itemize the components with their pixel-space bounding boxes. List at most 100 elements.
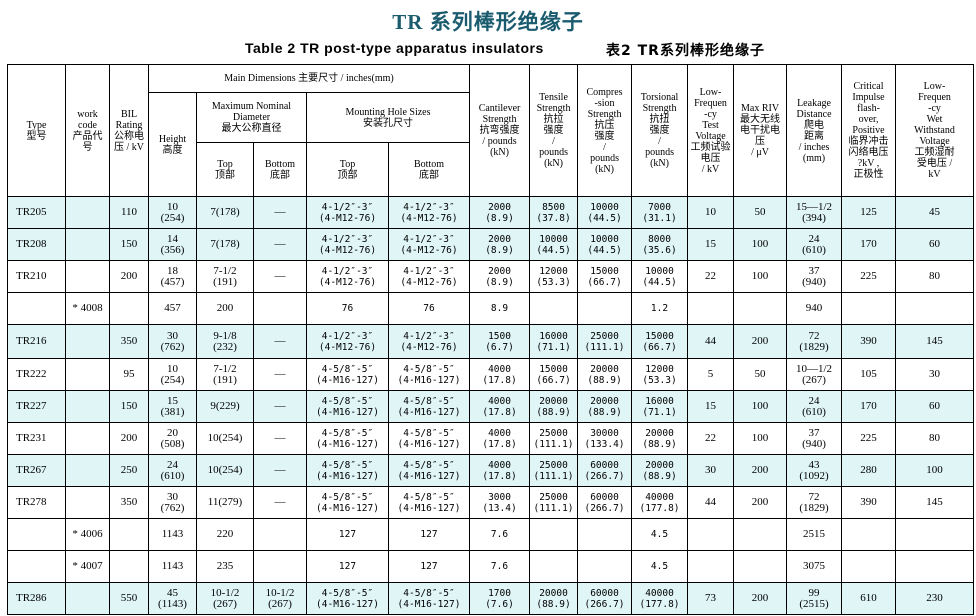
cell-height: 15 (381) [148, 390, 197, 423]
cell-mounting-bottom: 76 [387, 292, 471, 325]
cell-cantilever-strength: 1700 (7.6) [469, 582, 531, 615]
cell-diameter-bottom: — [253, 454, 307, 487]
document-title: TR 系列棒形绝缘子 [392, 10, 584, 34]
cell-tensile-strength: 12000 (53.3) [529, 260, 579, 293]
cell-diameter-bottom: — [253, 324, 307, 359]
cell-mounting-bottom: 4-5/8″-5″ (4-M16-127) [387, 390, 471, 423]
cell-cantilever-strength: 2000 (8.9) [469, 228, 531, 261]
cell-cantilever-strength: 4000 (17.8) [469, 454, 531, 487]
cell-compression-strength: 60000 (266.7) [577, 486, 633, 519]
cell-compression-strength [577, 518, 633, 551]
cell-diameter-top: 7(178) [196, 228, 254, 261]
cell-critical-impulse: 390 [841, 324, 897, 359]
cell-critical-impulse: 225 [841, 260, 897, 293]
cell-leakage-distance: 15—1/2 (394) [786, 196, 843, 229]
cell-height: 30 (762) [148, 324, 197, 359]
cell-low-frequency-wet-voltage [895, 292, 975, 325]
cell-leakage-distance: 10—1/2 (267) [786, 358, 843, 391]
cell-mounting-top: 76 [306, 292, 389, 325]
table-row: TR227 150 15 (381) 9(229) —4-5/8″-5″ (4-M16-… [7, 390, 975, 423]
cell-type: TR267 [7, 454, 66, 487]
cell-torsional-strength: 10000 (44.5) [631, 260, 689, 293]
cell-torsional-strength: 8000 (35.6) [631, 228, 689, 261]
cell-low-frequency-wet-voltage: 30 [895, 358, 975, 391]
cell-type: TR286 [7, 582, 66, 615]
cell-critical-impulse: 170 [841, 228, 897, 261]
cell-tensile-strength [529, 550, 579, 583]
cell-diameter-top: 7-1/2 (191) [196, 260, 254, 293]
cell-work-code [65, 454, 110, 487]
cell-mounting-top: 4-1/2″-3″ (4-M12-76) [306, 324, 389, 359]
cell-torsional-strength: 4.5 [631, 550, 689, 583]
cell-bil-rating: 200 [109, 422, 149, 455]
cell-leakage-distance: 24 (610) [786, 390, 843, 423]
cell-low-frequency-test-voltage: 44 [687, 486, 735, 519]
cell-height: 30 (762) [148, 486, 197, 519]
cell-critical-impulse: 170 [841, 390, 897, 423]
cell-low-frequency-test-voltage [687, 550, 735, 583]
cell-compression-strength [577, 292, 633, 325]
cell-low-frequency-test-voltage: 10 [687, 196, 735, 229]
cell-bil-rating: 350 [109, 486, 149, 519]
cell-work-code [65, 260, 110, 293]
cell-diameter-top: 235 [196, 550, 254, 583]
table-row: * 4008 457 200 76 76 8.9 1.2 940 [7, 292, 975, 325]
cell-low-frequency-test-voltage: 22 [687, 260, 735, 293]
cell-cantilever-strength: 2000 (8.9) [469, 260, 531, 293]
header-max-riv: Max RIV 最大无线 电干扰电 压 / μV [733, 64, 788, 197]
cell-max-riv: 200 [733, 582, 788, 615]
cell-max-riv [733, 518, 788, 551]
cell-torsional-strength: 40000 (177.8) [631, 486, 689, 519]
cell-tensile-strength: 20000 (88.9) [529, 582, 579, 615]
header-low-frequency-test-voltage: Low- Frequen -cy Test Voltage 工频试验 电压 / … [687, 64, 735, 197]
cell-cantilever-strength: 7.6 [469, 550, 531, 583]
table-row: * 4006 1143 220 127 127 7.6 4.5 2515 [7, 518, 975, 551]
table-row: TR222 95 10 (254) 7-1/2 (191) —4-5/8″-5″ (4-… [7, 358, 975, 391]
cell-leakage-distance: 72 (1829) [786, 324, 843, 359]
cell-cantilever-strength: 4000 (17.8) [469, 390, 531, 423]
cell-mounting-top: 127 [306, 518, 389, 551]
cell-mounting-bottom: 4-5/8″-5″ (4-M16-127) [387, 358, 471, 391]
cell-work-code [65, 324, 110, 359]
cell-low-frequency-test-voltage: 30 [687, 454, 735, 487]
cell-max-riv: 200 [733, 454, 788, 487]
header-type: Type 型号 [7, 64, 66, 197]
cell-tensile-strength: 16000 (71.1) [529, 324, 579, 359]
header-low-frequency-wet-voltage: Low- Frequen -cy Wet Withstand Voltage 工… [895, 64, 975, 197]
cell-diameter-top: 220 [196, 518, 254, 551]
cell-critical-impulse [841, 550, 897, 583]
cell-torsional-strength: 4.5 [631, 518, 689, 551]
cell-torsional-strength: 20000 (88.9) [631, 422, 689, 455]
cell-diameter-bottom: — [253, 486, 307, 519]
cell-leakage-distance: 2515 [786, 518, 843, 551]
cell-low-frequency-test-voltage [687, 292, 735, 325]
cell-height: 10 (254) [148, 358, 197, 391]
cell-compression-strength: 10000 (44.5) [577, 228, 633, 261]
cell-bil-rating [109, 550, 149, 583]
cell-cantilever-strength: 4000 (17.8) [469, 358, 531, 391]
header-height: Height 高度 [148, 92, 197, 197]
cell-low-frequency-test-voltage: 15 [687, 228, 735, 261]
header-compression-strength: Compres -sion Strength 抗压 强度 / pounds (k… [577, 64, 633, 197]
cell-bil-rating: 95 [109, 358, 149, 391]
cell-max-riv: 200 [733, 324, 788, 359]
cell-bil-rating: 200 [109, 260, 149, 293]
cell-low-frequency-wet-voltage: 145 [895, 324, 975, 359]
cell-mounting-top: 4-1/2″-3″ (4-M12-76) [306, 196, 389, 229]
cell-compression-strength: 10000 (44.5) [577, 196, 633, 229]
insulator-spec-table: Type 型号 work code 产品代 号 BIL Rating 公称电 压… [7, 64, 975, 615]
header-bil-rating: BIL Rating 公称电 压 / kV [109, 64, 149, 197]
cell-low-frequency-test-voltage: 44 [687, 324, 735, 359]
cell-height: 1143 [148, 550, 197, 583]
cell-low-frequency-wet-voltage: 60 [895, 228, 975, 261]
table-caption-chinese: 表2 TR系列棒形绝缘子 [606, 43, 765, 59]
cell-mounting-bottom: 4-5/8″-5″ (4-M16-127) [387, 422, 471, 455]
cell-type: TR208 [7, 228, 66, 261]
cell-mounting-top: 4-5/8″-5″ (4-M16-127) [306, 486, 389, 519]
cell-cantilever-strength: 4000 (17.8) [469, 422, 531, 455]
cell-low-frequency-wet-voltage: 45 [895, 196, 975, 229]
cell-torsional-strength: 12000 (53.3) [631, 358, 689, 391]
cell-work-code [65, 390, 110, 423]
cell-diameter-bottom: — [253, 422, 307, 455]
cell-bil-rating [109, 292, 149, 325]
